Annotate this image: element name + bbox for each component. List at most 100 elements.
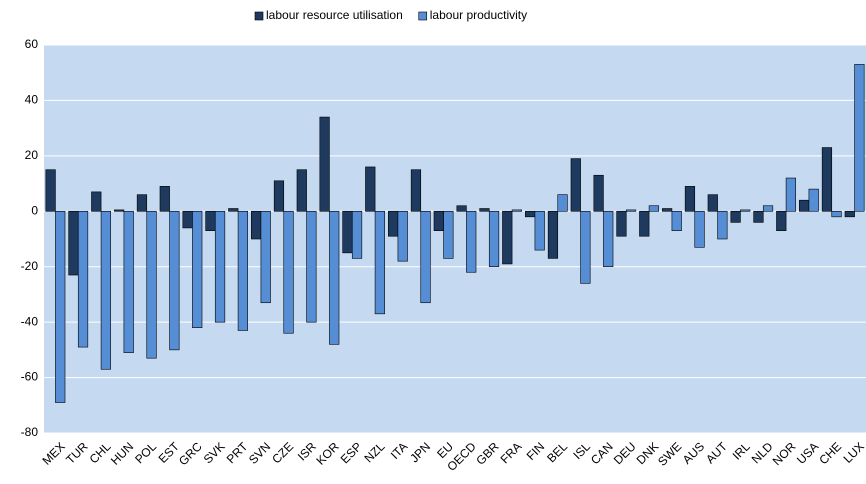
bar <box>443 210 454 259</box>
bar <box>433 210 444 231</box>
bar <box>740 209 751 212</box>
y-tick-label: -40 <box>21 314 39 328</box>
bar <box>114 209 125 212</box>
bar <box>580 210 591 284</box>
bar <box>100 210 111 370</box>
bar <box>159 186 170 212</box>
y-tick-label: 0 <box>31 203 38 217</box>
bar <box>603 210 614 268</box>
x-tick-label: IRL <box>730 439 753 462</box>
bar <box>821 147 833 212</box>
bar <box>410 169 422 212</box>
bar <box>639 210 650 237</box>
bar <box>283 210 294 334</box>
bar <box>671 210 682 231</box>
x-tick-label: CHE <box>816 439 844 467</box>
bar <box>488 210 500 268</box>
bar <box>707 194 718 212</box>
bar <box>260 210 271 304</box>
bar <box>525 210 536 218</box>
bar <box>547 210 559 259</box>
bar <box>169 210 180 351</box>
bar <box>91 191 102 212</box>
bar <box>214 210 226 323</box>
x-tick-label: KOR <box>313 439 342 468</box>
y-tick-label: 20 <box>25 148 39 162</box>
legend-swatch <box>254 11 264 21</box>
x-tick-label: AUT <box>703 439 730 466</box>
bar <box>831 210 842 218</box>
y-tick-label: 60 <box>25 37 39 51</box>
bar <box>306 210 317 323</box>
x-tick-label: GRC <box>176 439 205 468</box>
x-tick-label: TUR <box>63 439 91 467</box>
bar <box>192 210 203 328</box>
bar <box>136 194 148 212</box>
bar <box>684 186 696 212</box>
bar <box>753 210 764 223</box>
x-tick-label: SVK <box>201 439 228 466</box>
x-tick-label: MEX <box>39 439 67 467</box>
bar <box>251 210 262 240</box>
bar <box>420 210 431 304</box>
bar <box>808 188 819 212</box>
bar <box>799 199 810 212</box>
bar <box>296 169 307 212</box>
bar <box>730 210 741 223</box>
bar <box>534 210 545 251</box>
x-tick-label: DEU <box>611 439 639 467</box>
x-tick-label: ITA <box>388 439 410 461</box>
bar <box>854 64 865 212</box>
bar <box>365 166 376 212</box>
bar <box>466 210 477 273</box>
bar <box>785 177 796 212</box>
bar <box>146 210 157 359</box>
bar <box>502 210 513 265</box>
y-tick-label: -60 <box>21 370 39 384</box>
bar <box>570 158 581 212</box>
bar <box>273 180 285 212</box>
bar <box>593 174 604 212</box>
x-tick-label: USA <box>794 439 821 466</box>
legend: labour resource utilisation labour produc… <box>254 8 527 22</box>
x-tick-label: NLD <box>749 439 776 466</box>
x-tick-label: LUX <box>841 439 866 465</box>
y-tick-label: -20 <box>21 259 39 273</box>
bar <box>844 210 855 218</box>
bar <box>329 210 340 345</box>
bar <box>55 210 66 403</box>
legend-label: labour resource utilisation <box>266 8 403 22</box>
bar <box>123 210 134 353</box>
bar <box>616 210 627 237</box>
x-tick-label: JPN <box>407 439 433 465</box>
y-tick-label: 40 <box>25 93 39 107</box>
bar <box>776 210 787 231</box>
bar <box>237 210 248 331</box>
bar <box>205 210 216 231</box>
x-tick-label: AUS <box>680 439 707 466</box>
bar <box>342 210 353 254</box>
x-tick-label: GBR <box>473 439 502 468</box>
x-tick-label: DNK <box>634 439 662 467</box>
bar <box>762 205 774 212</box>
bar <box>511 209 522 212</box>
bar <box>351 210 363 259</box>
x-tick-label: SWE <box>655 439 684 468</box>
bar <box>717 210 728 240</box>
bar <box>557 194 568 212</box>
legend-swatch <box>418 11 428 21</box>
x-tick-label: ESP <box>338 439 365 466</box>
x-tick-label: CAN <box>588 439 616 467</box>
x-tick-label: NOR <box>770 439 799 468</box>
bar <box>388 210 399 237</box>
plot-area <box>44 45 866 433</box>
bar <box>68 210 79 276</box>
bar <box>397 210 408 262</box>
bar <box>479 208 490 212</box>
bar <box>694 210 705 248</box>
x-tick-label: SVN <box>246 439 273 466</box>
bar <box>319 116 330 212</box>
x-tick-label: HUN <box>108 439 136 467</box>
x-tick-label: BEL <box>544 439 570 465</box>
